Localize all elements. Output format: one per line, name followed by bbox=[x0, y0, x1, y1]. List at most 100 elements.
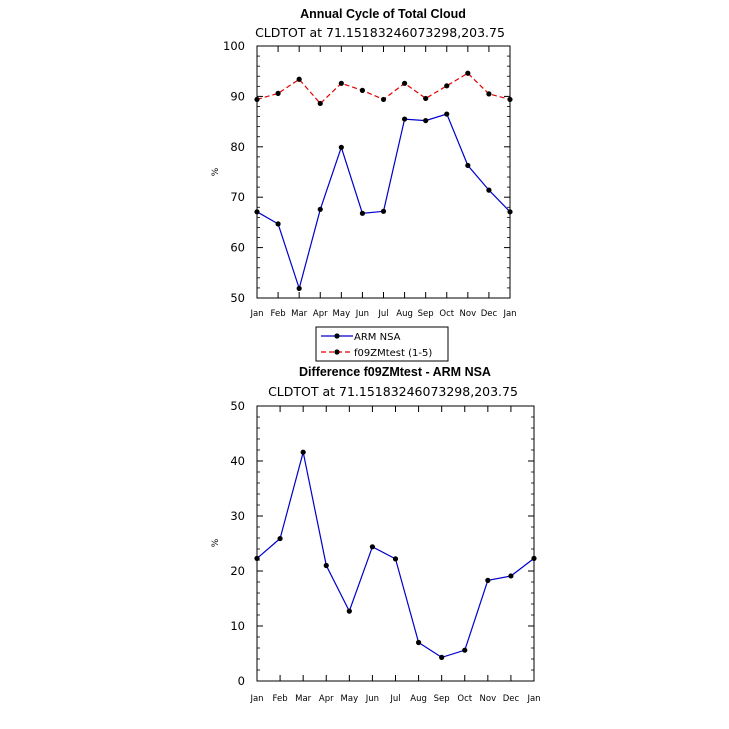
legend-f09-label: f09ZMtest (1-5) bbox=[354, 348, 432, 359]
chart1-xtick-label: Sep bbox=[418, 309, 434, 319]
chart1-ytick-label: 90 bbox=[230, 89, 245, 103]
chart1-series-1-point bbox=[507, 209, 513, 215]
chart1-series-1-point bbox=[444, 111, 450, 117]
chart2-series-1-point bbox=[392, 556, 399, 562]
chart1-series-line-1 bbox=[256, 113, 511, 291]
chart2-series-1-point bbox=[485, 577, 491, 583]
chart2-ticks: 0 10 20 30 40 50 Jan Feb Mar Apr May Jun Jul Aug Sep Oc… bbox=[230, 399, 540, 704]
chart2-xtick-label: Mar bbox=[295, 694, 312, 704]
chart1-title: Annual Cycle of Total Cloud bbox=[300, 7, 466, 21]
chart1-series-1-point bbox=[465, 162, 471, 169]
chart2-series-1-point bbox=[531, 555, 537, 561]
chart1-series-2-point bbox=[465, 70, 471, 76]
chart2-xtick-label: Nov bbox=[480, 694, 497, 704]
chart2-xtick-label: Dec bbox=[503, 694, 520, 704]
chart1-series-1-point bbox=[359, 210, 366, 216]
chart1-series-2-point bbox=[296, 76, 302, 82]
chart1-series-2-point bbox=[486, 91, 492, 97]
legend-entry-f09: f09ZMtest (1-5) bbox=[321, 348, 432, 359]
chart1-series-2-point bbox=[444, 83, 450, 89]
chart1-series-1-point bbox=[423, 117, 429, 124]
chart1-series-2-point bbox=[359, 87, 366, 93]
chart2-ytick-label: 10 bbox=[230, 619, 245, 633]
chart2-series-1-point bbox=[369, 544, 376, 550]
chart1-series-2-point bbox=[254, 96, 260, 103]
chart2-xtick-label: Feb bbox=[273, 694, 288, 704]
chart2-xtick-label: Apr bbox=[319, 694, 334, 704]
chart2-series-1-point bbox=[415, 639, 422, 646]
chart2-title: Difference f09ZMtest - ARM NSA bbox=[299, 365, 491, 379]
chart2-xtick-label: Oct bbox=[457, 694, 472, 704]
chart2-xtick-label: Sep bbox=[434, 694, 450, 704]
chart2-series-1-point bbox=[254, 555, 260, 561]
annual-cycle-chart: Annual Cycle of Total Cloud CLDTOT at 71… bbox=[211, 7, 517, 362]
chart1-series-2-point bbox=[380, 96, 387, 103]
chart2-series-1-point bbox=[462, 647, 468, 653]
chart2-series-line-1 bbox=[256, 452, 535, 659]
chart1-ytick-label: 60 bbox=[230, 241, 245, 255]
chart2-ytick-label: 50 bbox=[230, 399, 245, 413]
chart2-xtick-label: Jun bbox=[365, 694, 379, 704]
chart1-series-2-point bbox=[507, 96, 513, 103]
chart2-xtick-label: Jan bbox=[526, 694, 540, 704]
chart1-xtick-label: Jan bbox=[502, 309, 516, 319]
chart2-series-1-point bbox=[346, 608, 352, 614]
chart1-series-1-point bbox=[275, 221, 281, 227]
chart1-series-2-point bbox=[423, 95, 429, 102]
chart1-ytick-label: 100 bbox=[223, 39, 245, 53]
chart2-ytick-label: 20 bbox=[230, 564, 245, 578]
chart1-series-1-point bbox=[317, 206, 323, 212]
chart1-xtick-label: Feb bbox=[271, 309, 286, 319]
chart2-series-1-point bbox=[439, 654, 445, 660]
chart2-ytick-label: 0 bbox=[238, 674, 245, 688]
difference-chart: Difference f09ZMtest - ARM NSA CLDTOT at… bbox=[211, 365, 541, 704]
chart2-series-1-point bbox=[508, 573, 514, 579]
chart1-xtick-label: Aug bbox=[396, 309, 413, 319]
legend-f09-marker bbox=[334, 349, 340, 355]
chart1-xtick-label: Jun bbox=[355, 309, 369, 319]
chart1-series bbox=[254, 70, 513, 292]
chart2-subtitle: CLDTOT at 71.15183246073298,203.75 bbox=[268, 384, 518, 399]
legend-entry-arm: ARM NSA bbox=[321, 332, 401, 343]
chart1-ticks: 50 60 70 80 90 100 Jan Feb Mar Apr May Jun Jul Aug Sep… bbox=[223, 39, 517, 319]
chart2-series-1-point bbox=[300, 449, 306, 455]
chart1-ylabel: % bbox=[211, 167, 221, 176]
chart1-xtick-label: Apr bbox=[313, 309, 328, 319]
chart1-series-1-point bbox=[401, 116, 408, 122]
chart1-ytick-label: 50 bbox=[230, 291, 245, 305]
chart1-series-2-point bbox=[317, 100, 323, 107]
chart2-xtick-label: May bbox=[341, 694, 359, 704]
legend-arm-label: ARM NSA bbox=[354, 332, 401, 343]
chart2-series-1-point bbox=[277, 535, 283, 542]
chart1-xtick-label: May bbox=[333, 309, 351, 319]
chart1-series-2-point bbox=[401, 80, 408, 86]
chart2-ylabel: % bbox=[211, 538, 221, 547]
chart2-ytick-label: 40 bbox=[230, 454, 245, 468]
chart1-legend: ARM NSA f09ZMtest (1-5) bbox=[315, 326, 449, 362]
chart1-series-2-point bbox=[338, 80, 344, 86]
chart1-xtick-label: Jul bbox=[377, 309, 388, 319]
chart2-ytick-label: 30 bbox=[230, 509, 245, 523]
chart2-xtick-label: Jan bbox=[249, 694, 263, 704]
chart1-series-2-point bbox=[275, 90, 281, 96]
chart1-xtick-label: Jan bbox=[249, 309, 263, 319]
chart1-ytick-label: 80 bbox=[230, 140, 245, 154]
chart1-xtick-label: Dec bbox=[481, 309, 498, 319]
legend-arm-marker bbox=[334, 333, 340, 339]
chart2-plot-frame bbox=[256, 405, 535, 682]
chart1-subtitle: CLDTOT at 71.15183246073298,203.75 bbox=[255, 25, 505, 40]
chart2-series bbox=[254, 449, 537, 660]
chart1-xtick-label: Nov bbox=[460, 309, 477, 319]
chart1-xtick-label: Mar bbox=[291, 309, 308, 319]
chart1-series-1-point bbox=[486, 187, 492, 193]
chart1-series-1-point bbox=[380, 208, 387, 214]
chart1-xtick-label: Oct bbox=[439, 309, 454, 319]
chart2-series-1-point bbox=[323, 562, 329, 569]
chart1-plot-frame bbox=[256, 45, 511, 299]
chart1-series-1-point bbox=[254, 209, 260, 215]
chart1-ytick-label: 70 bbox=[230, 190, 245, 204]
chart2-xtick-label: Aug bbox=[410, 694, 427, 704]
chart1-series-1-point bbox=[296, 285, 302, 292]
legend-box bbox=[315, 326, 449, 362]
